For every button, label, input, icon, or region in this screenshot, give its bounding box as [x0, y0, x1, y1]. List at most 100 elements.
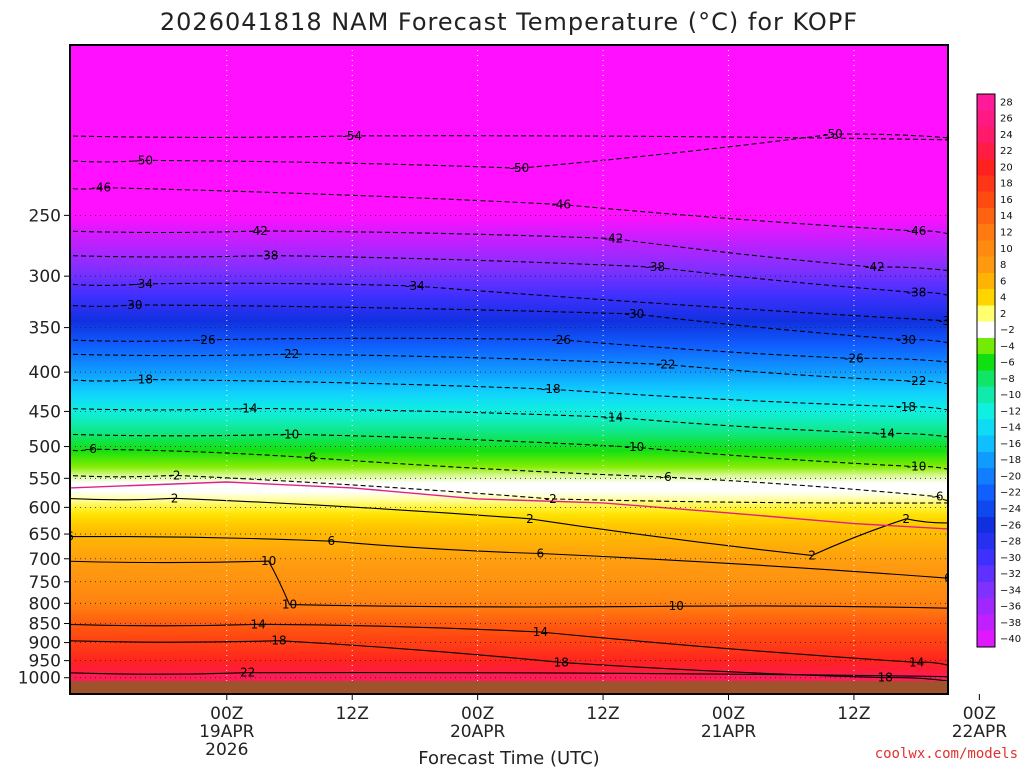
y-tick-label: 850 — [29, 615, 61, 635]
ground-surface — [70, 681, 948, 694]
plot-frame — [69, 44, 949, 695]
contour-label: -42 — [604, 232, 624, 246]
contour-label: -50 — [510, 161, 530, 175]
contour-line-neg18 — [70, 378, 948, 411]
x-tick-label: 21APR — [701, 722, 757, 742]
contour-label: -14 — [875, 427, 895, 441]
colorbar: 28 26 24 22 20 18 16 14 12 10 8 6 4 2 −2 −4 −6 −8 −10 −12 −1… — [976, 93, 1021, 648]
colorbar-label: 2 — [1000, 309, 1006, 320]
contour-label: 6 — [537, 546, 545, 560]
contour-line-10 — [70, 560, 948, 609]
colorbar-label: 8 — [1000, 260, 1006, 271]
contour-label: -38 — [259, 249, 279, 263]
colorbar-label: −28 — [1000, 537, 1021, 548]
colorbar-label: −24 — [1000, 504, 1021, 515]
contour-label: -18 — [541, 382, 561, 396]
contour-label: -26 — [844, 352, 864, 366]
contour-line-neg38 — [70, 254, 948, 296]
colorbar-label: −20 — [1000, 471, 1021, 482]
contour-label: 14 — [251, 617, 266, 631]
contour-label: -14 — [238, 401, 258, 415]
contour-label: 18 — [878, 671, 893, 685]
credit-link[interactable]: coolwx.com/models — [875, 746, 1018, 762]
colorbar-labels: 28 26 24 22 20 18 16 14 12 10 8 6 4 2 −2 −4 −6 −8 −10 −12 −1… — [1000, 97, 1021, 645]
colorbar-label: 4 — [1000, 293, 1006, 304]
contour-line-22 — [70, 671, 948, 678]
colorbar-label: −38 — [1000, 618, 1021, 629]
colorbar-label: 24 — [1000, 130, 1013, 141]
contour-label: -22 — [280, 347, 300, 361]
colorbar-label: 6 — [1000, 276, 1006, 287]
contour-line-neg50 — [70, 133, 948, 169]
colorbar-label: −18 — [1000, 455, 1021, 466]
contour-label: -6 — [304, 451, 316, 465]
contour-line-neg54 — [70, 135, 948, 141]
contour-label: -6 — [660, 470, 672, 484]
y-tick-label: 300 — [29, 267, 61, 287]
contour-label: 2 — [902, 512, 910, 526]
colorbar-label: −2 — [1000, 325, 1015, 336]
x-tick-label: 22APR — [952, 722, 1008, 742]
x-tick-label: 19APR — [199, 722, 255, 742]
chart-title: 2026041818 NAM Forecast Temperature (°C)… — [160, 8, 858, 36]
contour-label: -46 — [907, 224, 927, 238]
y-tick-label: 500 — [29, 438, 61, 458]
colorbar-label: −36 — [1000, 602, 1021, 613]
colorbar-label: −22 — [1000, 488, 1021, 499]
colorbar-label: 14 — [1000, 211, 1013, 222]
contour-label: -50 — [823, 127, 843, 141]
colorbar-ramp — [976, 93, 996, 648]
y-tick-label: 550 — [29, 469, 61, 489]
contour-label: -34 — [405, 279, 425, 293]
contour-line-neg14 — [70, 407, 948, 438]
contour-label: 2 — [808, 548, 816, 562]
contour-label: -34 — [938, 314, 958, 328]
contour-label: -14 — [604, 410, 624, 424]
colorbar-label: −32 — [1000, 569, 1021, 580]
contour-label: -2 — [545, 492, 557, 506]
contour-label: -6 — [932, 490, 944, 504]
contour-label: 6 — [327, 534, 335, 548]
contour-line-neg2 — [70, 474, 948, 504]
x-tick-label: 12Z — [586, 704, 619, 724]
y-tick-label: 350 — [29, 319, 61, 339]
y-tick-label: 900 — [29, 634, 61, 654]
temperature-field — [70, 45, 948, 694]
y-tick-label: 650 — [29, 525, 61, 545]
y-tick-label: 400 — [29, 363, 61, 383]
contour-line-neg42 — [70, 230, 948, 272]
contour-label: -46 — [92, 181, 112, 195]
colorbar-label: 18 — [1000, 179, 1013, 190]
x-tick-label: 12Z — [336, 704, 369, 724]
contour-label: -10 — [280, 427, 300, 441]
contour-label: -6 — [85, 442, 97, 456]
colorbar-label: −16 — [1000, 439, 1021, 450]
contour-label: -2 — [169, 468, 181, 482]
contour-label: 6 — [66, 530, 74, 544]
contour-label: -42 — [248, 224, 268, 238]
contour-line-6 — [70, 535, 948, 580]
contour-label: 14 — [533, 625, 548, 639]
colorbar-label: 12 — [1000, 228, 1013, 239]
contour-line-neg30 — [70, 304, 948, 344]
contour-lines — [70, 133, 948, 682]
contour-line-14 — [70, 623, 948, 666]
contour-label: 14 — [909, 655, 924, 669]
x-tick-label: 00Z — [963, 704, 996, 724]
y-tick-label: 1000 — [18, 669, 61, 689]
contour-label: -42 — [865, 260, 885, 274]
contour-label: 6 — [944, 571, 952, 585]
contour-label: -18 — [896, 400, 916, 414]
y-tick-label: 250 — [29, 206, 61, 226]
colorbar-label: −30 — [1000, 553, 1021, 564]
contour-label: -22 — [907, 374, 927, 388]
y-tick-label: 600 — [29, 498, 61, 518]
contour-label: 18 — [271, 634, 286, 648]
x-tick-label: 20APR — [450, 722, 506, 742]
x-tick-label: 00Z — [461, 704, 494, 724]
colorbar-label: −26 — [1000, 520, 1021, 531]
contour-line-neg46 — [70, 187, 948, 235]
colorbar-label: 10 — [1000, 244, 1013, 255]
